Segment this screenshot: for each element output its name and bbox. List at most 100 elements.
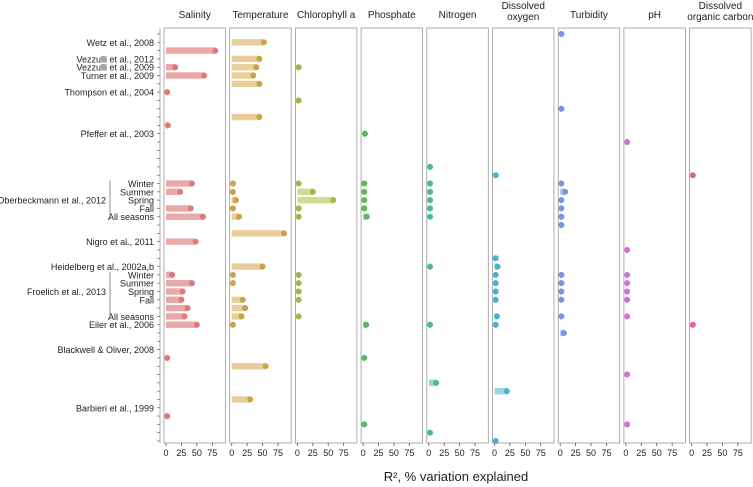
bar-endpoint [236, 213, 243, 220]
bar [166, 288, 183, 295]
bar-endpoint [259, 263, 266, 270]
bar-endpoint [492, 288, 499, 295]
bar [166, 205, 191, 212]
bar-endpoint [212, 47, 219, 54]
bar-endpoint [295, 180, 302, 187]
bar [166, 180, 192, 187]
bar-endpoint [624, 246, 631, 253]
bar-endpoint [427, 205, 434, 212]
bar-endpoint [281, 230, 288, 237]
x-tick-label: 25 [242, 448, 252, 458]
bar-endpoint [493, 313, 500, 320]
bar [166, 238, 196, 245]
bar [166, 188, 181, 196]
study-label: Thompson et al., 2004 [64, 88, 154, 98]
x-tick-label: 75 [404, 448, 414, 458]
bar-endpoint [247, 396, 254, 403]
bar [231, 313, 242, 320]
bar-endpoint [200, 213, 206, 220]
bar-endpoint [295, 213, 302, 220]
season-label: Summer [120, 279, 154, 289]
bar-endpoint [177, 188, 184, 195]
bar-endpoint [256, 80, 263, 87]
x-tick-label: 75 [339, 448, 349, 458]
bar-endpoint [361, 421, 368, 428]
x-tick-label: 25 [439, 448, 449, 458]
panel-frame-0 [163, 27, 226, 444]
panel-frame-4 [426, 27, 489, 444]
panel-title-8: Dissolved organic carbon [687, 1, 753, 23]
bar-endpoint [624, 313, 631, 320]
bar [231, 363, 266, 370]
bar-endpoint [558, 296, 565, 303]
bar-endpoint [181, 313, 188, 320]
bar [166, 47, 216, 54]
bar-endpoint [689, 172, 696, 179]
x-tick-label: 50 [258, 448, 268, 458]
bar [231, 296, 243, 303]
bar-endpoint [295, 296, 302, 303]
bar [166, 279, 192, 287]
bar-endpoint [169, 271, 176, 278]
panel-title-line: Turbidity [570, 10, 608, 21]
panel-frame-6 [557, 27, 621, 444]
bar-endpoint [558, 222, 565, 229]
bar-endpoint [361, 205, 368, 212]
bar-endpoint [229, 180, 236, 187]
bar-endpoint [560, 330, 567, 337]
panel-title-2: Chlorophyll a [297, 10, 356, 21]
bar-endpoint [492, 271, 499, 278]
panel-frame-5 [492, 27, 555, 444]
bar-endpoint [363, 321, 370, 328]
bar-endpoint [229, 188, 236, 195]
bar [231, 39, 264, 46]
season-label: Summer [120, 187, 154, 197]
bar-endpoint [624, 421, 631, 428]
x-tick-label: 50 [389, 448, 399, 458]
bar-endpoint [492, 296, 499, 303]
bar-endpoint [242, 305, 249, 312]
bar-endpoint [558, 31, 565, 37]
bar-endpoint [193, 321, 200, 328]
bar-endpoint [433, 379, 440, 386]
panel-title-5: Dissolved oxygen [502, 1, 545, 23]
bar-endpoint [309, 188, 316, 195]
season-label: All seasons [108, 212, 155, 222]
season-label: Fall [139, 204, 154, 214]
bar-endpoint [503, 388, 510, 395]
bar [166, 313, 185, 320]
bar [166, 271, 173, 279]
bar-endpoint [164, 122, 171, 129]
bar-endpoint [295, 280, 302, 287]
bar [231, 263, 263, 270]
study-label: Blackwell & Oliver, 2008 [57, 345, 154, 355]
panel-frame-1 [229, 27, 292, 444]
bar-endpoint [184, 305, 191, 312]
panel-title-3: Phosphate [368, 10, 416, 21]
bar [231, 230, 285, 237]
panel-title-line: Phosphate [368, 10, 416, 21]
panel-frame-7 [623, 27, 686, 444]
bar-endpoint [256, 55, 263, 62]
x-tick-label: 75 [273, 448, 283, 458]
bar-endpoint [361, 180, 368, 187]
x-tick-label: 25 [636, 448, 646, 458]
x-tick-label: 75 [536, 448, 546, 458]
bar [166, 213, 203, 220]
bar-endpoint [188, 280, 195, 287]
bar [428, 379, 437, 387]
x-tick-label: 75 [667, 448, 677, 458]
bar-endpoint [427, 163, 434, 170]
bar-endpoint [229, 280, 236, 287]
bar-endpoint [238, 313, 245, 320]
bar [297, 188, 313, 196]
bar-endpoint [427, 188, 434, 195]
bar-endpoint [330, 197, 337, 204]
panel-title-line: Dissolved [502, 1, 545, 12]
x-tick-label: 0 [361, 448, 366, 458]
panel-title-0: Salinity [179, 10, 211, 21]
bar-endpoint [361, 197, 368, 204]
bar-endpoint [558, 213, 565, 220]
panel-title-7: pH [648, 10, 661, 21]
season-label: All seasons [108, 312, 155, 322]
